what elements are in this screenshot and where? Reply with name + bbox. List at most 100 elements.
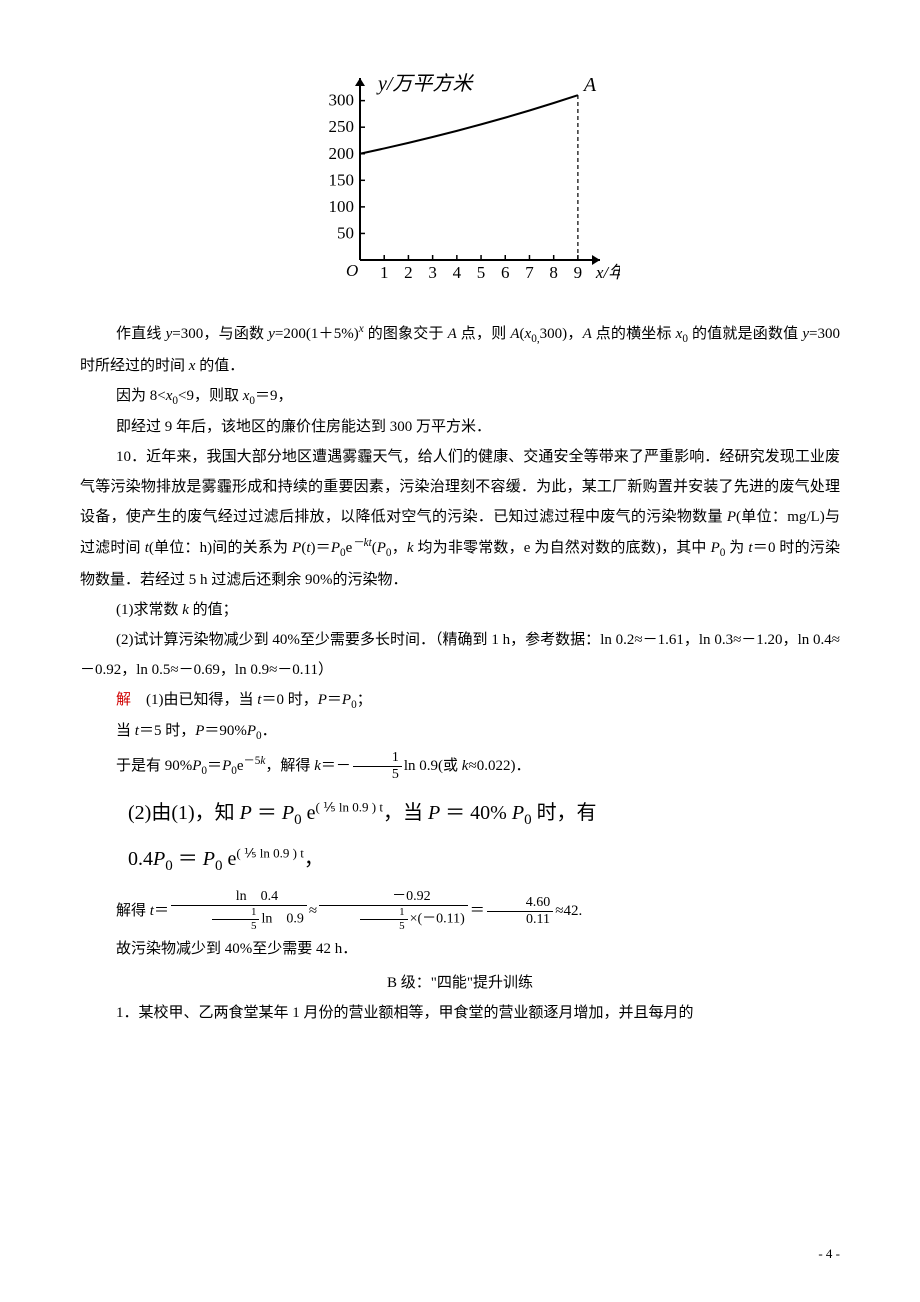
txt: (1)由已知得，当 <box>131 692 257 708</box>
txt: 的值就是函数值 <box>692 326 802 342</box>
var-P0: P <box>342 692 351 708</box>
chart-container: 50100150200250300123456789Oy/万平方米x/年A <box>80 60 840 300</box>
var-k: k <box>182 602 189 618</box>
txt: 均为非零常数，e 为自然对数的底数)，其中 <box>414 540 711 556</box>
svg-text:7: 7 <box>525 263 534 282</box>
txt: 点，则 <box>457 326 511 342</box>
svg-text:200: 200 <box>329 144 355 163</box>
sub-0: 0, <box>531 333 539 345</box>
svg-text:4: 4 <box>453 263 462 282</box>
var-P: P <box>428 802 440 824</box>
txt: ＝9， <box>255 388 293 404</box>
var-k: k <box>407 540 414 556</box>
conclusion-42h: 故污染物减少到 40%至少需要 42 h． <box>80 934 840 964</box>
svg-text:100: 100 <box>329 197 355 216</box>
eq: ＝ <box>470 903 485 919</box>
svg-text:O: O <box>346 261 358 280</box>
txt: ＝ <box>173 848 203 870</box>
var-P0: P <box>153 848 165 870</box>
q1: (1)求常数 k 的值； <box>80 595 840 625</box>
txt: 时，有 <box>532 802 597 824</box>
txt: ． <box>262 723 277 739</box>
formula-part2: (2)由(1)，知 P ＝ P0 e( ⅕ ln 0.9 ) t，当 P ＝ 4… <box>128 791 840 883</box>
txt: )＝ <box>311 540 331 556</box>
txt: ln 0.9(或 <box>404 758 462 774</box>
txt: 作直线 <box>116 326 166 342</box>
e: e <box>222 848 236 870</box>
var-k: k <box>314 758 321 774</box>
txt: ＝ <box>207 758 222 774</box>
txt: ＝ <box>252 802 282 824</box>
txt: ＝ <box>327 692 342 708</box>
var-P0: P <box>512 802 524 824</box>
level-b-heading: B 级："四能"提升训练 <box>80 968 840 998</box>
txt: ，当 <box>383 802 428 824</box>
var-P: P <box>240 802 252 824</box>
result: ≈42. <box>555 903 582 919</box>
eq: ＝ <box>154 903 169 919</box>
var-P0: P <box>282 802 294 824</box>
sup-5k: －5k <box>244 755 266 767</box>
var-P0: P <box>711 540 720 556</box>
frac-A: ln 0.415ln 0.9 <box>171 890 307 932</box>
svg-text:1: 1 <box>380 263 389 282</box>
txt: 解得 <box>116 903 150 919</box>
svg-text:250: 250 <box>329 117 355 136</box>
var-A: A <box>583 326 592 342</box>
txt: ， <box>392 540 407 556</box>
exp: ( ⅕ ln 0.9 ) t <box>315 799 382 814</box>
sub: 0 <box>294 812 302 828</box>
txt: 300)， <box>540 326 583 342</box>
var-A: A <box>448 326 457 342</box>
txt: 点的横坐标 <box>592 326 676 342</box>
var-P: P <box>318 692 327 708</box>
svg-text:y/万平方米: y/万平方米 <box>376 73 474 95</box>
problem-10: 10．近年来，我国大部分地区遭遇雾霾天气，给人们的健康、交通安全等带来了严重影响… <box>80 442 840 595</box>
para-range: 因为 8<x0<9，则取 x0＝9， <box>80 381 840 413</box>
page-number: - 4 - <box>818 1246 840 1262</box>
solution-1c: 于是有 90%P0＝P0e－5k，解得 k＝－15ln 0.9(或 k≈0.02… <box>80 748 840 785</box>
svg-text:x/年: x/年 <box>595 263 620 282</box>
txt: =300，与函数 <box>172 326 268 342</box>
svg-text:300: 300 <box>329 91 355 110</box>
txt: 0.4 <box>128 848 153 870</box>
frac-C: 4.600.11 <box>487 896 554 927</box>
var-P0: P <box>331 540 340 556</box>
txt: ＝0 时， <box>261 692 317 708</box>
txt: 于是有 90% <box>116 758 192 774</box>
para-conclusion-9: 即经过 9 年后，该地区的廉价住房能达到 300 万平方米． <box>80 412 840 442</box>
growth-chart: 50100150200250300123456789Oy/万平方米x/年A <box>300 60 620 300</box>
frac-1-5: 15 <box>353 751 402 782</box>
var-P0: P <box>222 758 231 774</box>
txt: ＝90% <box>204 723 247 739</box>
exp: ( ⅕ ln 0.9 ) t <box>236 845 303 860</box>
txt: ＝5 时， <box>139 723 195 739</box>
sub: 0 <box>524 812 532 828</box>
txt: ； <box>357 692 372 708</box>
txt: ， <box>304 848 324 870</box>
var-P0: P <box>247 723 256 739</box>
e: e <box>237 758 244 774</box>
solve-t: 解得 t＝ln 0.415ln 0.9≈－0.9215×(－0.11)＝4.60… <box>80 889 840 934</box>
txt: ＝－ <box>321 758 351 774</box>
txt: 的值； <box>189 602 238 618</box>
svg-text:3: 3 <box>428 263 437 282</box>
svg-text:2: 2 <box>404 263 413 282</box>
txt: (1)求常数 <box>116 602 182 618</box>
svg-text:150: 150 <box>329 170 355 189</box>
q2: (2)试计算污染物减少到 40%至少需要多长时间．（精确到 1 h，参考数据：l… <box>80 625 840 685</box>
var-P0: P <box>203 848 215 870</box>
solution-1: 解 (1)由已知得，当 t＝0 时，P＝P0； <box>80 685 840 717</box>
var-y: y <box>268 326 275 342</box>
svg-text:5: 5 <box>477 263 486 282</box>
var-y: y <box>802 326 809 342</box>
sup-kt: －kt <box>352 537 371 549</box>
txt: <9，则取 <box>178 388 243 404</box>
txt: =200(1＋5%) <box>275 326 359 342</box>
e: e <box>302 802 316 824</box>
var-P: P <box>727 509 736 525</box>
sub-0: 0 <box>682 333 688 345</box>
svg-text:9: 9 <box>574 263 583 282</box>
problem-b1: 1．某校甲、乙两食堂某年 1 月份的营业额相等，甲食堂的营业额逐月增加，并且每月… <box>80 998 840 1028</box>
svg-text:8: 8 <box>549 263 558 282</box>
